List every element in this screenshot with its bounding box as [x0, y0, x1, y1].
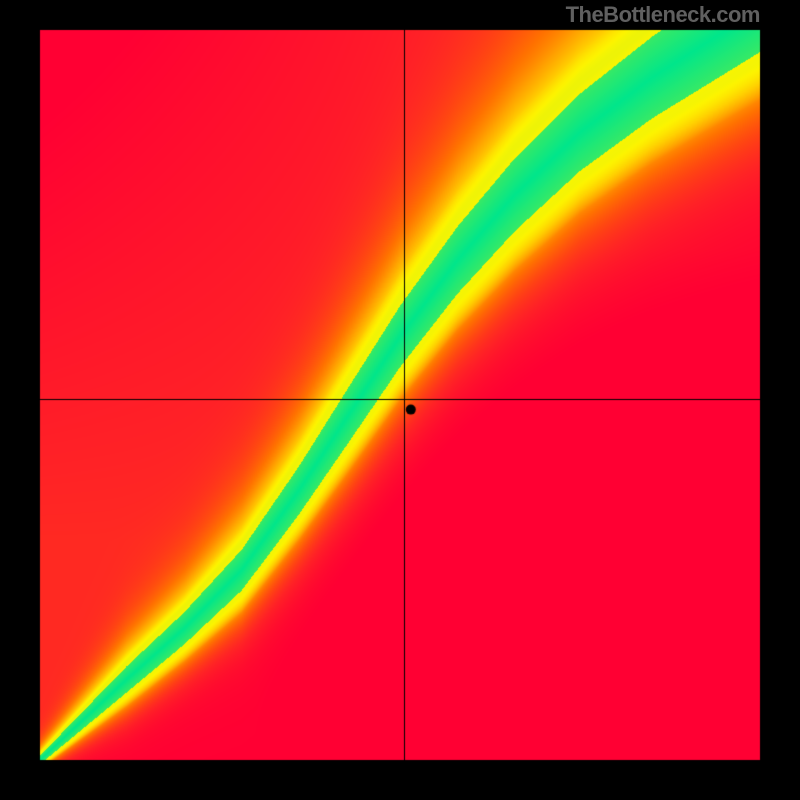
watermark-label: TheBottleneck.com: [566, 2, 760, 28]
heatmap-canvas: [0, 0, 800, 800]
chart-container: TheBottleneck.com: [0, 0, 800, 800]
